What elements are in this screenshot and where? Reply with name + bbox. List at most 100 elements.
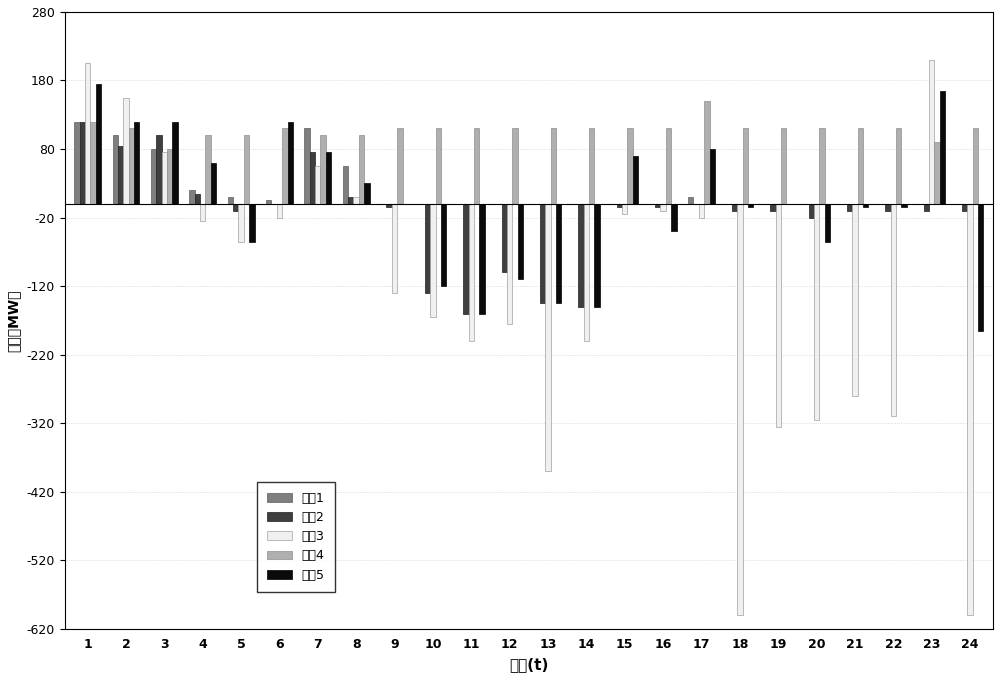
Bar (622, 204, 627, 214)
Bar (123, 98, 129, 204)
Bar (430, 204, 436, 317)
Bar (233, 204, 238, 210)
Bar (195, 194, 200, 204)
Bar (699, 204, 704, 217)
Bar (211, 163, 216, 204)
Bar (228, 197, 233, 204)
Bar (666, 128, 671, 204)
Legend: 方梅1, 方梅2, 方梅3, 方梅4, 方梅5: 方梅1, 方梅2, 方梅3, 方梅4, 方梅5 (257, 481, 335, 591)
Bar (167, 149, 172, 204)
Bar (924, 204, 929, 210)
Bar (551, 128, 556, 204)
Bar (129, 128, 134, 204)
Bar (688, 197, 693, 204)
Bar (359, 135, 364, 204)
Bar (655, 204, 660, 207)
Bar (162, 153, 167, 204)
Bar (282, 128, 288, 204)
Bar (118, 145, 123, 204)
Bar (463, 204, 469, 314)
Bar (474, 128, 479, 204)
Bar (288, 122, 293, 204)
Bar (479, 204, 485, 314)
Bar (425, 204, 430, 293)
Bar (364, 183, 370, 204)
Bar (891, 204, 896, 416)
Bar (556, 204, 561, 304)
Bar (967, 204, 973, 615)
Bar (343, 166, 348, 204)
Bar (436, 128, 441, 204)
Bar (627, 128, 633, 204)
Bar (244, 135, 249, 204)
Bar (441, 204, 446, 286)
Bar (934, 142, 940, 204)
Bar (392, 204, 397, 293)
Bar (397, 128, 403, 204)
Bar (704, 101, 710, 204)
Bar (962, 204, 967, 210)
Bar (80, 122, 85, 204)
Bar (85, 63, 90, 204)
Bar (156, 135, 162, 204)
Bar (266, 200, 271, 204)
Bar (671, 204, 677, 232)
Bar (326, 153, 331, 204)
Bar (770, 204, 776, 210)
Bar (940, 91, 945, 204)
Bar (507, 204, 512, 324)
X-axis label: 时间(t): 时间(t) (509, 657, 549, 672)
Bar (353, 197, 359, 204)
Bar (743, 128, 748, 204)
Bar (578, 204, 584, 307)
Bar (189, 190, 195, 204)
Bar (172, 122, 178, 204)
Bar (90, 122, 96, 204)
Bar (852, 204, 858, 396)
Bar (814, 204, 819, 420)
Bar (978, 204, 983, 331)
Bar (781, 128, 786, 204)
Bar (617, 204, 622, 207)
Bar (502, 204, 507, 272)
Bar (710, 149, 715, 204)
Bar (732, 204, 737, 210)
Bar (748, 204, 753, 207)
Bar (929, 60, 934, 204)
Bar (589, 128, 594, 204)
Bar (858, 128, 863, 204)
Bar (660, 204, 666, 210)
Bar (238, 204, 244, 242)
Bar (973, 128, 978, 204)
Bar (518, 204, 523, 279)
Bar (512, 128, 518, 204)
Bar (315, 166, 320, 204)
Bar (74, 122, 80, 204)
Bar (863, 204, 868, 207)
Bar (113, 135, 118, 204)
Y-axis label: 偏差（MW）: 偏差（MW） (7, 289, 21, 352)
Bar (96, 84, 101, 204)
Bar (348, 197, 353, 204)
Bar (584, 204, 589, 341)
Bar (545, 204, 551, 471)
Bar (825, 204, 830, 242)
Bar (304, 128, 310, 204)
Bar (277, 204, 282, 217)
Bar (205, 135, 211, 204)
Bar (151, 149, 156, 204)
Bar (847, 204, 852, 210)
Bar (386, 204, 392, 207)
Bar (469, 204, 474, 341)
Bar (594, 204, 600, 307)
Bar (896, 128, 901, 204)
Bar (633, 156, 638, 204)
Bar (901, 204, 907, 207)
Bar (540, 204, 545, 304)
Bar (809, 204, 814, 217)
Bar (737, 204, 743, 615)
Bar (819, 128, 825, 204)
Bar (200, 204, 205, 221)
Bar (320, 135, 326, 204)
Bar (134, 122, 139, 204)
